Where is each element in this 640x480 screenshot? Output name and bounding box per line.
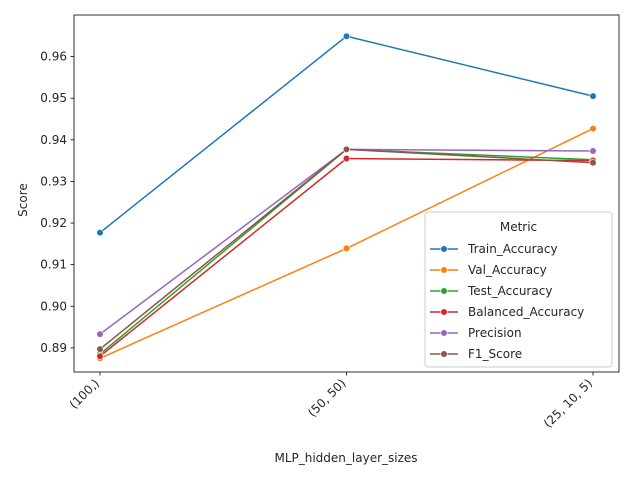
legend-entry: Balanced_Accuracy — [430, 305, 584, 319]
y-tick-label: 0.89 — [40, 341, 67, 355]
y-axis-label: Score — [16, 183, 30, 217]
data-point — [96, 229, 104, 237]
legend-entry: Val_Accuracy — [430, 263, 547, 277]
y-tick-label: 0.95 — [40, 91, 67, 105]
y-axis: 0.89 0.90 0.91 0.92 0.93 0.94 0.95 0.96 — [40, 50, 74, 355]
y-tick-label: 0.91 — [40, 258, 67, 272]
legend-marker — [440, 329, 448, 337]
legend-marker — [440, 350, 448, 358]
y-tick-label: 0.90 — [40, 299, 67, 313]
data-point — [342, 244, 351, 253]
legend-marker — [440, 308, 448, 316]
data-point — [589, 159, 597, 167]
series-train-accuracy — [96, 32, 597, 237]
legend: Metric Train_Accuracy Val_Accuracy Test_Acc… — [424, 211, 613, 368]
series-layer — [96, 32, 597, 362]
legend-marker — [440, 266, 448, 274]
data-point — [96, 330, 104, 338]
legend-entry: Precision — [430, 326, 522, 340]
data-point — [342, 32, 351, 40]
data-point — [589, 92, 597, 100]
legend-label: Balanced_Accuracy — [468, 305, 584, 319]
data-point — [589, 124, 597, 133]
x-axis-label: MLP_hidden_layer_sizes — [274, 451, 417, 465]
data-point — [342, 145, 351, 153]
data-point — [342, 154, 351, 163]
legend-marker — [440, 245, 448, 253]
y-tick-label: 0.94 — [40, 133, 67, 147]
legend-label: Train_Accuracy — [467, 242, 558, 256]
data-point — [96, 352, 104, 360]
y-tick-label: 0.92 — [40, 216, 67, 230]
y-tick-label: 0.93 — [40, 174, 67, 188]
legend-entry: F1_Score — [430, 347, 522, 361]
y-tick-label: 0.96 — [40, 50, 67, 64]
legend-label: Test_Accuracy — [467, 284, 552, 298]
series-balanced-accuracy — [96, 154, 597, 360]
data-point — [96, 345, 104, 353]
legend-marker — [440, 287, 448, 295]
legend-label: Val_Accuracy — [468, 263, 547, 277]
legend-title: Metric — [500, 220, 537, 234]
data-point — [589, 147, 597, 155]
legend-entry: Test_Accuracy — [430, 284, 552, 298]
legend-label: Precision — [468, 326, 522, 340]
legend-label: F1_Score — [468, 347, 522, 361]
legend-box — [424, 211, 613, 368]
legend-entry: Train_Accuracy — [430, 242, 558, 256]
series-f1-score — [96, 145, 597, 353]
